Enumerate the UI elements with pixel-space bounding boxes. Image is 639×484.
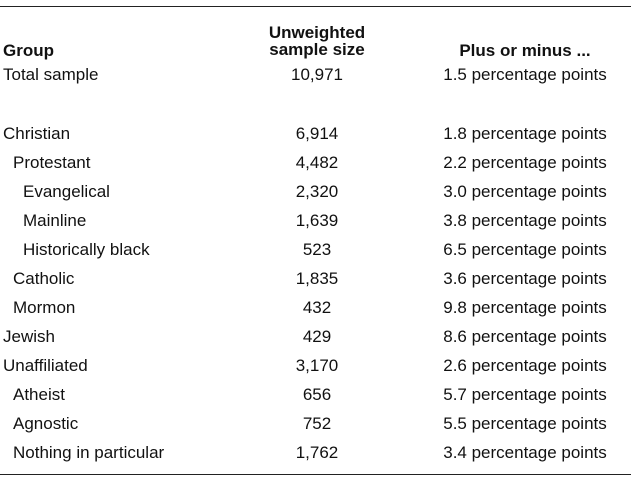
cell-sample-size: 1,835 [295, 269, 339, 288]
cell-margin-of-error: 8.6 percentage points [443, 327, 607, 346]
cell-group: Historically black [23, 240, 150, 259]
table-row: Agnostic 752 5.5 percentage points [0, 412, 631, 436]
cell-sample-size: 6,914 [295, 124, 339, 143]
bottom-rule [0, 474, 631, 475]
cell-sample-size: 2,320 [295, 182, 339, 201]
header-sample-size-line1: Unweighted [268, 23, 366, 42]
cell-margin-of-error: 1.8 percentage points [443, 124, 607, 143]
cell-margin-of-error: 3.6 percentage points [443, 269, 607, 288]
cell-group: Evangelical [23, 182, 110, 201]
cell-margin-of-error: 5.7 percentage points [443, 385, 607, 404]
cell-sample-size: 752 [302, 414, 332, 433]
table-row: Jewish 429 8.6 percentage points [0, 325, 631, 349]
cell-group: Protestant [13, 153, 91, 172]
header-margin-of-error: Plus or minus ... [459, 41, 591, 60]
table-row: Evangelical 2,320 3.0 percentage points [0, 180, 631, 204]
cell-margin-of-error: 6.5 percentage points [443, 240, 607, 259]
table-row: Historically black 523 6.5 percentage poin… [0, 238, 631, 262]
cell-sample-size: 3,170 [295, 356, 339, 375]
top-rule [0, 6, 631, 7]
table-row: Catholic 1,835 3.6 percentage points [0, 267, 631, 291]
cell-sample-size: 10,971 [291, 65, 343, 84]
table-row: Total sample 10,971 1.5 percentage points [0, 63, 631, 87]
header-sample-size-line2: sample size [269, 40, 365, 59]
table-row: Protestant 4,482 2.2 percentage points [0, 151, 631, 175]
table-row: Nothing in particular 1,762 3.4 percentage… [0, 441, 631, 465]
cell-sample-size: 4,482 [295, 153, 339, 172]
cell-margin-of-error: 3.8 percentage points [443, 211, 607, 230]
header-group: Group [3, 41, 54, 60]
table-row: Atheist 656 5.7 percentage points [0, 383, 631, 407]
cell-group: Mainline [23, 211, 87, 230]
cell-sample-size: 1,762 [295, 443, 339, 462]
table-row: Unaffiliated 3,170 2.6 percentage points [0, 354, 631, 378]
cell-sample-size: 1,639 [295, 211, 339, 230]
cell-group: Nothing in particular [13, 443, 165, 462]
cell-group: Jewish [3, 327, 55, 346]
header-sample-size: Unweighted sample size [247, 24, 387, 58]
cell-group: Atheist [13, 385, 65, 404]
table-row: Mormon 432 9.8 percentage points [0, 296, 631, 320]
table-header: Group Unweighted sample size Plus or min… [0, 22, 631, 62]
cell-group: Catholic [13, 269, 75, 288]
cell-margin-of-error: 1.5 percentage points [443, 65, 607, 84]
table-row: Mainline 1,639 3.8 percentage points [0, 209, 631, 233]
cell-margin-of-error: 9.8 percentage points [443, 298, 607, 317]
cell-margin-of-error: 2.2 percentage points [443, 153, 607, 172]
cell-margin-of-error: 5.5 percentage points [443, 414, 607, 433]
cell-group: Mormon [13, 298, 76, 317]
cell-sample-size: 432 [302, 298, 332, 317]
cell-group: Total sample [3, 65, 99, 84]
cell-margin-of-error: 3.4 percentage points [443, 443, 607, 462]
table-row: Christian 6,914 1.8 percentage points [0, 122, 631, 146]
cell-sample-size: 656 [302, 385, 332, 404]
cell-margin-of-error: 3.0 percentage points [443, 182, 607, 201]
cell-margin-of-error: 2.6 percentage points [443, 356, 607, 375]
cell-group: Agnostic [13, 414, 79, 433]
cell-group: Christian [3, 124, 71, 143]
cell-sample-size: 429 [302, 327, 332, 346]
cell-sample-size: 523 [302, 240, 332, 259]
cell-group: Unaffiliated [3, 356, 88, 375]
